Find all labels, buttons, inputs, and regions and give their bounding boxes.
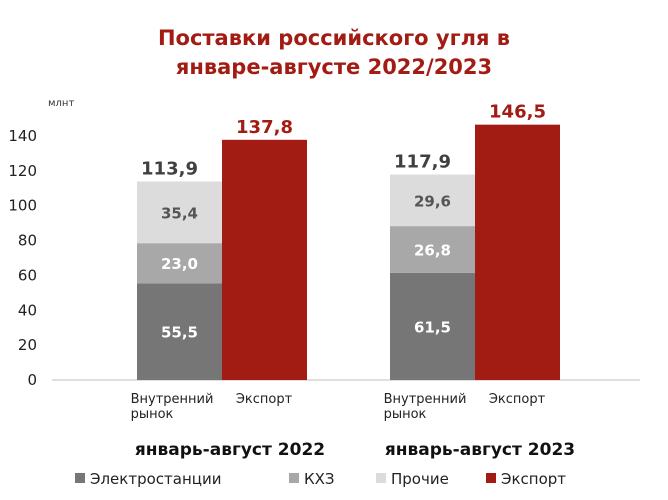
legend: Электростанции КХЗ Прочие Экспорт [75, 470, 566, 488]
group-labels: январь-август 2022 январь-август 2023 [135, 440, 575, 460]
segment-value-label: 61,5 [414, 318, 451, 336]
category-label: Экспорт [489, 392, 546, 407]
legend-label: Электростанции [90, 470, 221, 488]
chart-title-line-1: Поставки российского угля в [158, 26, 510, 50]
segment-value-label: 23,0 [161, 255, 198, 273]
y-tick-label: 100 [8, 197, 37, 215]
y-tick-label: 0 [27, 371, 37, 389]
data-labels: 55,5 23,0 35,4 113,9 137,8 61,5 26,8 29,6 117,9 1… [141, 102, 546, 342]
bar-total-label: 113,9 [141, 158, 198, 179]
bar-segment [390, 174, 475, 227]
y-tick-label: 60 [18, 266, 37, 284]
category-label: рынок [131, 407, 174, 422]
bar-segment [137, 243, 222, 284]
legend-swatch [289, 473, 299, 483]
bars [137, 124, 560, 380]
legend-label: КХЗ [304, 470, 335, 488]
bar-total-label: 137,8 [236, 117, 293, 138]
legend-label: Прочие [391, 470, 449, 488]
bar-total-label: 146,5 [489, 102, 546, 123]
category-label: Экспорт [236, 392, 293, 407]
legend-swatch [486, 473, 496, 483]
bar-segment [475, 124, 560, 380]
y-tick-label: 20 [18, 336, 37, 354]
y-tick-label: 40 [18, 301, 37, 319]
category-label: Внутренний [131, 392, 214, 407]
legend-swatch [75, 473, 85, 483]
bar-segment [222, 139, 307, 380]
group-label: январь-август 2022 [135, 440, 325, 460]
group-label: январь-август 2023 [385, 440, 575, 460]
y-tick-label: 120 [8, 162, 37, 180]
bar-segment [137, 181, 222, 244]
segment-value-label: 55,5 [161, 324, 198, 342]
y-tick-label: 80 [18, 232, 37, 250]
bar-total-label: 117,9 [394, 152, 451, 173]
bar-segment [390, 226, 475, 273]
legend-swatch [376, 473, 386, 483]
y-axis-unit-label: млнт [48, 98, 74, 109]
bar-segment [137, 283, 222, 380]
category-label: рынок [384, 407, 427, 422]
segment-value-label: 35,4 [161, 204, 198, 222]
bar-segment [390, 272, 475, 380]
y-tick-label: 140 [8, 127, 37, 145]
segment-value-label: 29,6 [414, 192, 451, 210]
segment-value-label: 26,8 [414, 241, 451, 259]
chart-title-line-2: январе-августе 2022/2023 [176, 55, 492, 79]
category-label: Внутренний [384, 392, 467, 407]
legend-label: Экспорт [501, 470, 566, 488]
y-axis-ticks: 0 20 40 60 80 100 120 140 [8, 127, 37, 389]
